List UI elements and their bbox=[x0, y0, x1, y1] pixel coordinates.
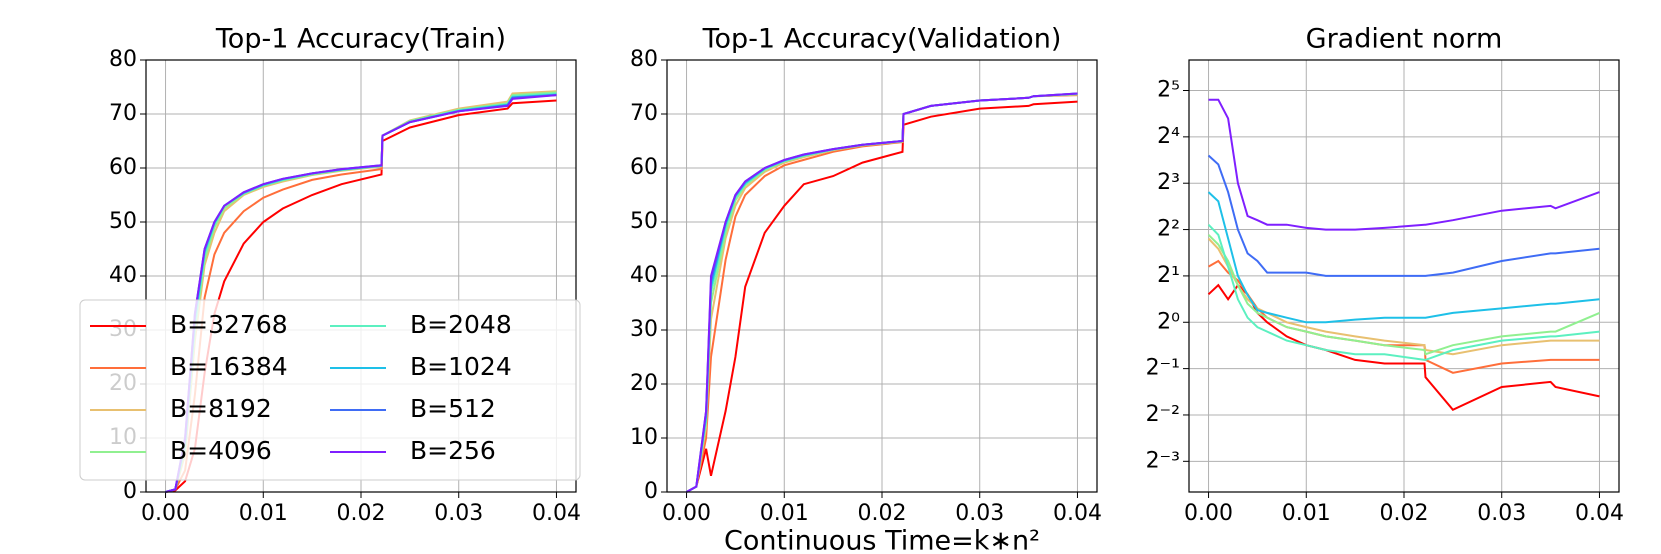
chart-title: Gradient norm bbox=[1306, 24, 1503, 55]
y-tick-label: 2⁻³ bbox=[1146, 448, 1180, 473]
y-tick-label: 60 bbox=[630, 155, 658, 180]
y-tick-label: 0 bbox=[644, 479, 658, 504]
y-tick-label: 2¹ bbox=[1157, 263, 1180, 288]
y-tick-label: 2² bbox=[1157, 217, 1180, 242]
y-tick-label: 70 bbox=[630, 101, 658, 126]
chart-title: Top-1 Accuracy(Train) bbox=[215, 24, 506, 55]
legend-label: B=1024 bbox=[410, 352, 512, 381]
panel: 0.00 0.01 0.02 0.03 0.04 2⁻³ 2⁻² 2⁻¹ 2⁰ 2¹ 2² 2³ 2⁴ 2… bbox=[1146, 24, 1624, 527]
plot-frame bbox=[145, 59, 577, 493]
y-tick-label: 10 bbox=[630, 425, 658, 450]
panel: 0.000.010.020.030.0401020304050607080Top… bbox=[79, 24, 581, 526]
y-tick-label: 2⁻² bbox=[1146, 402, 1180, 427]
y-tick-label: 80 bbox=[109, 47, 137, 72]
legend-label: B=512 bbox=[410, 394, 496, 423]
x-tick-label: 0.00 bbox=[662, 501, 711, 526]
plot-frame bbox=[1188, 59, 1620, 493]
y-tick-label: 50 bbox=[109, 209, 137, 234]
x-tick-label: 0.01 bbox=[760, 501, 809, 526]
series-line bbox=[1207, 234, 1600, 356]
x-tick-label: 0.00 bbox=[1184, 501, 1233, 526]
y-tick-label: 70 bbox=[109, 101, 137, 126]
x-tick-label: 0.04 bbox=[532, 501, 581, 526]
y-tick-label: 2⁰ bbox=[1157, 309, 1180, 334]
y-tick-label: 80 bbox=[630, 47, 658, 72]
x-tick-label: 0.01 bbox=[1282, 501, 1331, 526]
y-tick-label: 30 bbox=[630, 317, 658, 342]
y-tick-label: 40 bbox=[109, 263, 137, 288]
y-tick-label: 2⁻¹ bbox=[1146, 356, 1180, 381]
y-tick-label: 2⁴ bbox=[1157, 124, 1180, 149]
x-tick-label: 0.03 bbox=[1477, 501, 1526, 526]
series-line bbox=[1208, 98, 1600, 231]
x-tick-label: 0.01 bbox=[239, 501, 288, 526]
y-tick-label: 20 bbox=[630, 371, 658, 396]
y-tick-label: 60 bbox=[109, 155, 137, 180]
y-tick-label: 2³ bbox=[1157, 170, 1180, 195]
legend-label: B=32768 bbox=[170, 310, 288, 339]
x-tick-label: 0.04 bbox=[1053, 501, 1102, 526]
series-line bbox=[1207, 154, 1600, 277]
legend-label: B=256 bbox=[410, 436, 496, 465]
y-tick-label: 40 bbox=[630, 263, 658, 288]
x-tick-label: 0.00 bbox=[141, 501, 190, 526]
x-tick-label: 0.04 bbox=[1575, 501, 1624, 526]
x-tick-label: 0.03 bbox=[955, 501, 1004, 526]
x-tick-label: 0.02 bbox=[858, 501, 907, 526]
plot-frame bbox=[666, 59, 1098, 493]
y-tick-label: 2⁵ bbox=[1157, 78, 1180, 103]
series-line bbox=[686, 92, 1078, 493]
series-line bbox=[686, 100, 1078, 493]
legend-label: B=16384 bbox=[170, 352, 288, 381]
y-tick-label: 50 bbox=[630, 209, 658, 234]
x-axis-label: Continuous Time=k∗n² bbox=[724, 526, 1040, 554]
chart-title: Top-1 Accuracy(Validation) bbox=[702, 24, 1062, 55]
x-tick-label: 0.02 bbox=[337, 501, 386, 526]
legend-box bbox=[79, 299, 581, 481]
y-tick-label: 0 bbox=[123, 479, 137, 504]
panel: 0.00 0.01 0.02 0.03 0.04 0 10 20 30 40 50 60 70 80 Top… bbox=[630, 24, 1102, 554]
legend-label: B=8192 bbox=[170, 394, 272, 423]
x-tick-label: 0.02 bbox=[1380, 501, 1429, 526]
x-tick-label: 0.03 bbox=[434, 501, 483, 526]
series-line bbox=[1207, 224, 1600, 361]
legend-label: B=2048 bbox=[410, 310, 512, 339]
series-line bbox=[1207, 191, 1600, 324]
legend-label: B=4096 bbox=[170, 436, 272, 465]
